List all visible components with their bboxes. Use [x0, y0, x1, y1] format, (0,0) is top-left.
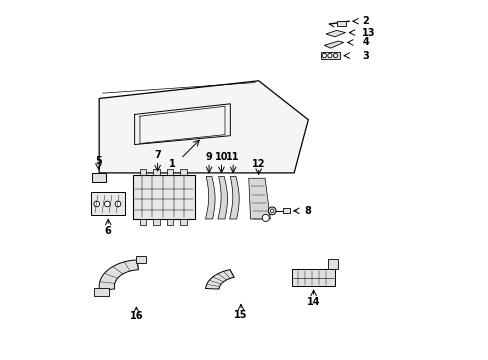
FancyBboxPatch shape — [180, 219, 186, 225]
Text: 13: 13 — [362, 28, 375, 37]
FancyBboxPatch shape — [282, 208, 289, 213]
Polygon shape — [99, 260, 138, 291]
FancyBboxPatch shape — [336, 21, 345, 26]
FancyBboxPatch shape — [135, 256, 146, 264]
Polygon shape — [99, 81, 307, 173]
Text: 14: 14 — [306, 297, 320, 307]
FancyBboxPatch shape — [327, 259, 338, 269]
Polygon shape — [248, 178, 270, 219]
Text: 4: 4 — [362, 37, 368, 48]
Text: 15: 15 — [234, 310, 247, 320]
Polygon shape — [229, 176, 239, 219]
Circle shape — [115, 201, 121, 207]
FancyBboxPatch shape — [320, 53, 340, 59]
Circle shape — [270, 209, 273, 213]
Circle shape — [333, 54, 337, 58]
Circle shape — [94, 201, 100, 207]
Polygon shape — [205, 176, 215, 219]
Polygon shape — [218, 176, 227, 219]
Polygon shape — [324, 41, 343, 48]
Polygon shape — [325, 31, 345, 37]
Circle shape — [322, 54, 325, 58]
Text: 11: 11 — [226, 152, 240, 162]
FancyBboxPatch shape — [140, 219, 146, 225]
Polygon shape — [205, 270, 234, 289]
Circle shape — [104, 201, 110, 207]
Circle shape — [268, 207, 276, 215]
FancyBboxPatch shape — [92, 173, 106, 182]
FancyBboxPatch shape — [292, 269, 334, 286]
FancyBboxPatch shape — [166, 169, 173, 175]
Text: 16: 16 — [129, 311, 143, 321]
FancyBboxPatch shape — [153, 219, 160, 225]
Text: 5: 5 — [95, 156, 102, 166]
FancyBboxPatch shape — [153, 169, 160, 175]
Circle shape — [327, 54, 331, 58]
Text: 6: 6 — [104, 226, 111, 237]
FancyBboxPatch shape — [180, 169, 186, 175]
Text: 9: 9 — [205, 152, 212, 162]
FancyBboxPatch shape — [140, 169, 146, 175]
Text: 3: 3 — [362, 51, 368, 60]
Text: 10: 10 — [214, 152, 228, 162]
Text: 8: 8 — [304, 206, 310, 216]
Circle shape — [262, 215, 269, 221]
Text: 12: 12 — [251, 159, 265, 169]
Text: 2: 2 — [362, 15, 368, 26]
Text: 7: 7 — [154, 150, 161, 160]
FancyBboxPatch shape — [133, 175, 195, 219]
FancyBboxPatch shape — [166, 219, 173, 225]
FancyBboxPatch shape — [91, 192, 125, 215]
Text: 1: 1 — [168, 159, 175, 169]
FancyBboxPatch shape — [94, 288, 108, 296]
